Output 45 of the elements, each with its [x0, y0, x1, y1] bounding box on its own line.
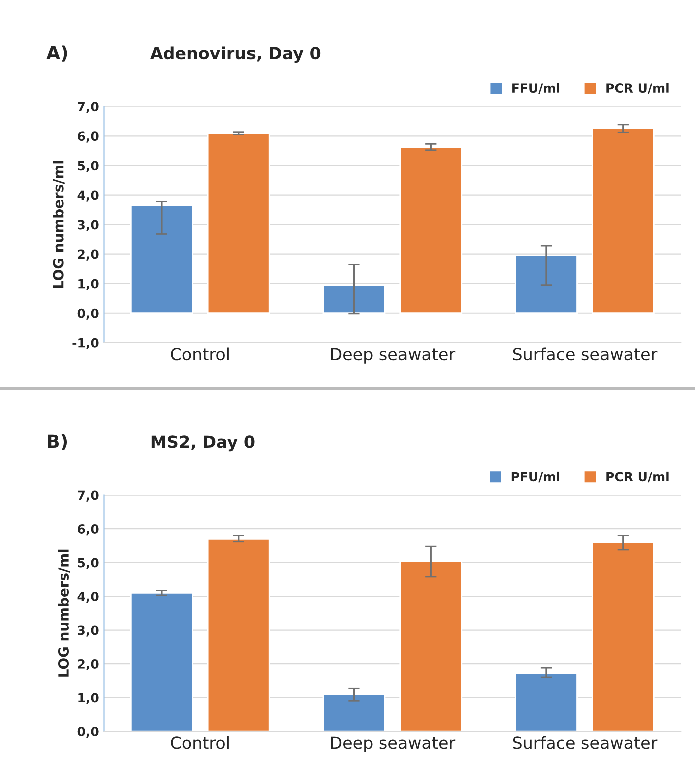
legend-label: PCR U/ml	[606, 472, 669, 483]
x-tick-label: Deep seawater	[331, 348, 456, 364]
bar	[515, 672, 578, 732]
x-tick-label: Surface seawater	[513, 348, 658, 361]
y-tick-label: 3,0	[78, 220, 99, 232]
bar	[515, 255, 578, 314]
y-tick-label: 3,0	[78, 626, 99, 637]
bar	[592, 128, 655, 314]
y-tick-label: 6,0	[78, 524, 99, 536]
legend-label: FFU/ml	[512, 83, 560, 94]
y-tick-label: 0,0	[78, 726, 99, 738]
y-tick-label: 5,0	[78, 161, 99, 172]
y-tick-label: 5,0	[78, 558, 99, 570]
text: B)	[48, 434, 68, 450]
bar	[400, 146, 463, 314]
y-axis-title: LOG numbers/ml	[53, 161, 65, 288]
y-tick-label: 4,0	[78, 592, 99, 604]
x-tick-label: Control	[171, 348, 229, 361]
legend-label: PFU/ml	[512, 472, 560, 483]
y-tick-label: 4,0	[78, 190, 99, 202]
x-tick-label: Surface seawater	[513, 736, 658, 750]
bar	[130, 204, 194, 314]
text: A)	[46, 46, 68, 62]
bar	[130, 592, 194, 732]
bar	[322, 694, 386, 732]
y-tick-label: 2,0	[78, 660, 99, 671]
chart-title: MS2, Day 0	[152, 436, 255, 452]
chart-title: Adenovirus, Day 0	[150, 46, 321, 64]
y-tick-label: 2,0	[78, 250, 99, 261]
y-tick-label: 1,0	[78, 279, 99, 290]
y-tick-label: 6,0	[78, 132, 99, 143]
y-axis-title: LOG numbers/ml	[58, 550, 70, 677]
x-tick-label: Control	[171, 736, 229, 750]
y-tick-label: 0,0	[78, 308, 99, 320]
y-tick-label: 7,0	[78, 490, 99, 502]
y-tick-label: 7,0	[78, 102, 99, 114]
bar	[207, 538, 270, 732]
bar	[207, 132, 270, 314]
y-tick-label: 1,0	[78, 693, 99, 704]
y-tick-label: -1,0	[72, 338, 99, 350]
bar	[322, 284, 386, 314]
bar	[592, 542, 655, 732]
bar	[400, 561, 463, 732]
x-tick-label: Deep seawater	[331, 736, 456, 753]
legend-label: PCR U/ml	[606, 83, 669, 94]
